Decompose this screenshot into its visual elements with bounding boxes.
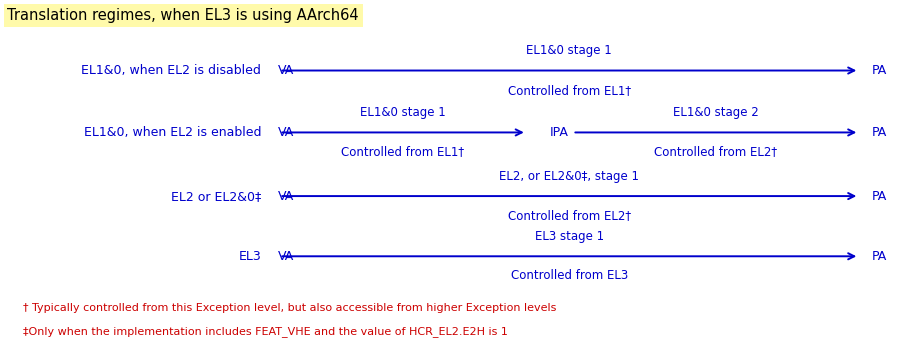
Text: EL1&0, when EL2 is enabled: EL1&0, when EL2 is enabled: [83, 126, 261, 139]
Text: EL3: EL3: [238, 250, 261, 263]
Text: VA: VA: [278, 190, 294, 203]
Text: EL1&0, when EL2 is disabled: EL1&0, when EL2 is disabled: [82, 64, 261, 77]
Text: ‡Only when the implementation includes FEAT_VHE and the value of HCR_EL2.E2H is : ‡Only when the implementation includes F…: [23, 326, 507, 337]
Text: PA: PA: [872, 250, 888, 263]
Text: EL3 stage 1: EL3 stage 1: [535, 230, 604, 243]
Text: Translation regimes, when EL3 is using AArch64: Translation regimes, when EL3 is using A…: [7, 8, 359, 23]
Text: EL1&0 stage 1: EL1&0 stage 1: [360, 106, 446, 119]
Text: EL1&0 stage 2: EL1&0 stage 2: [673, 106, 758, 119]
Text: Controlled from EL1†: Controlled from EL1†: [342, 146, 464, 159]
Text: EL1&0 stage 1: EL1&0 stage 1: [527, 44, 612, 57]
Text: VA: VA: [278, 126, 294, 139]
Text: PA: PA: [872, 190, 888, 203]
Text: Controlled from EL3: Controlled from EL3: [510, 269, 628, 282]
Text: † Typically controlled from this Exception level, but also accessible from highe: † Typically controlled from this Excepti…: [23, 303, 556, 313]
Text: IPA: IPA: [550, 126, 569, 139]
Text: PA: PA: [872, 126, 888, 139]
Text: VA: VA: [278, 64, 294, 77]
Text: Controlled from EL2†: Controlled from EL2†: [507, 209, 631, 222]
Text: PA: PA: [872, 64, 888, 77]
Text: EL2 or EL2&0‡: EL2 or EL2&0‡: [170, 190, 261, 203]
Text: VA: VA: [278, 250, 294, 263]
Text: EL2, or EL2&0‡, stage 1: EL2, or EL2&0‡, stage 1: [499, 170, 639, 183]
Text: Controlled from EL1†: Controlled from EL1†: [507, 84, 631, 97]
Text: Controlled from EL2†: Controlled from EL2†: [654, 146, 778, 159]
